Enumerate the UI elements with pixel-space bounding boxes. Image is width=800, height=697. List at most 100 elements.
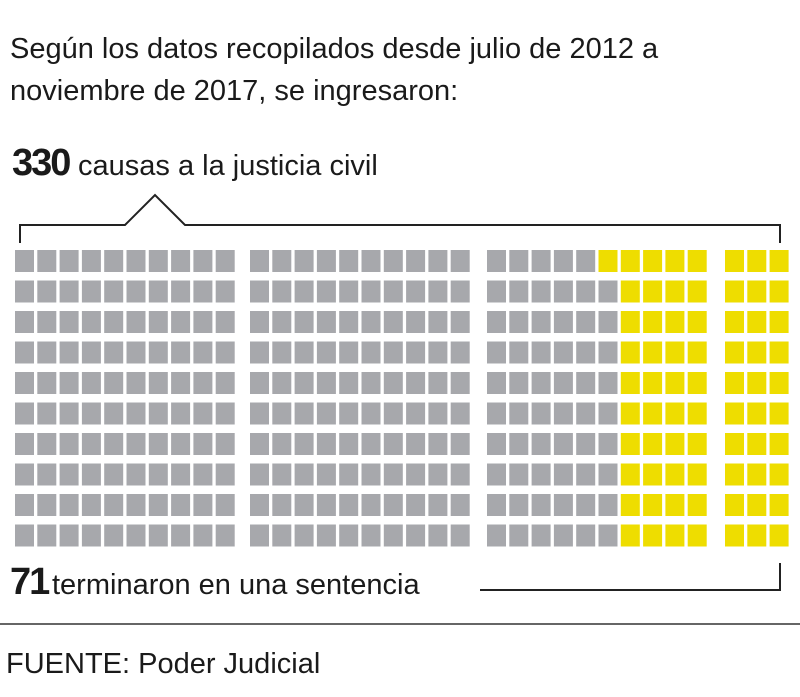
sentenced-square xyxy=(620,341,640,364)
case-square xyxy=(598,463,618,486)
case-square xyxy=(15,433,34,455)
sentenced-square xyxy=(747,463,767,486)
case-square xyxy=(104,402,124,425)
case-square xyxy=(250,341,269,364)
sentenced-square xyxy=(687,402,707,425)
sentenced-square xyxy=(620,250,640,272)
case-square xyxy=(531,402,551,425)
case-square xyxy=(316,494,336,516)
sentenced-square xyxy=(687,280,707,303)
case-square xyxy=(250,433,269,455)
case-square xyxy=(126,311,146,333)
sentenced-square xyxy=(769,433,789,455)
sentenced-square xyxy=(620,372,640,394)
case-square xyxy=(148,341,168,364)
case-square xyxy=(316,341,336,364)
sentenced-square xyxy=(769,250,789,272)
case-square xyxy=(531,280,551,303)
case-square xyxy=(576,280,596,303)
sentenced-square xyxy=(725,341,744,364)
case-square xyxy=(193,463,213,486)
case-square xyxy=(294,250,314,272)
title: Según los datos recopilados desde julio … xyxy=(10,33,659,107)
case-square xyxy=(450,494,470,516)
case-square xyxy=(428,372,448,394)
sentenced-square xyxy=(620,524,640,547)
case-square xyxy=(553,402,573,425)
sentenced-square xyxy=(665,372,685,394)
case-square xyxy=(361,402,381,425)
case-square xyxy=(339,250,359,272)
case-square xyxy=(553,311,573,333)
sentenced-square xyxy=(687,433,707,455)
case-square xyxy=(250,372,269,394)
case-square xyxy=(148,433,168,455)
case-square xyxy=(316,463,336,486)
case-square xyxy=(576,372,596,394)
case-square xyxy=(509,372,529,394)
case-square xyxy=(126,524,146,547)
case-square xyxy=(81,311,101,333)
case-square xyxy=(171,341,191,364)
case-square xyxy=(37,524,57,547)
case-square xyxy=(215,372,235,394)
case-square xyxy=(193,433,213,455)
sentenced-square xyxy=(643,341,663,364)
case-square xyxy=(272,372,292,394)
case-square xyxy=(509,280,529,303)
case-square xyxy=(215,433,235,455)
sentenced-square xyxy=(687,250,707,272)
case-square xyxy=(126,433,146,455)
case-square xyxy=(576,341,596,364)
sentenced-square xyxy=(725,494,744,516)
case-square xyxy=(406,524,426,547)
case-square xyxy=(81,250,101,272)
case-square xyxy=(81,524,101,547)
case-square xyxy=(15,250,34,272)
case-square xyxy=(250,494,269,516)
case-square xyxy=(81,494,101,516)
sentenced-square xyxy=(643,433,663,455)
case-square xyxy=(193,402,213,425)
case-square xyxy=(450,280,470,303)
case-square xyxy=(428,311,448,333)
case-square xyxy=(126,341,146,364)
case-square xyxy=(81,341,101,364)
case-square xyxy=(487,372,506,394)
case-square xyxy=(59,463,79,486)
case-square xyxy=(598,433,618,455)
case-square xyxy=(339,341,359,364)
case-square xyxy=(509,433,529,455)
case-square xyxy=(339,402,359,425)
case-square xyxy=(126,402,146,425)
case-square xyxy=(406,494,426,516)
sentenced-square xyxy=(643,402,663,425)
case-square xyxy=(316,250,336,272)
sentenced-square xyxy=(620,280,640,303)
case-square xyxy=(250,280,269,303)
case-square xyxy=(406,311,426,333)
case-square xyxy=(598,311,618,333)
case-square xyxy=(531,341,551,364)
case-square xyxy=(361,250,381,272)
sentenced-square xyxy=(725,372,744,394)
case-square xyxy=(215,494,235,516)
case-square xyxy=(81,372,101,394)
case-square xyxy=(15,341,34,364)
case-square xyxy=(59,524,79,547)
case-square xyxy=(81,433,101,455)
sentenced-square xyxy=(725,433,744,455)
case-square xyxy=(148,372,168,394)
sentenced-label: terminaron en una sentencia xyxy=(52,569,420,601)
case-square xyxy=(15,524,34,547)
case-square xyxy=(171,463,191,486)
case-square xyxy=(450,250,470,272)
case-square xyxy=(428,341,448,364)
case-square xyxy=(428,402,448,425)
case-square xyxy=(193,280,213,303)
case-square xyxy=(272,524,292,547)
case-square xyxy=(104,250,124,272)
sentenced-square xyxy=(620,402,640,425)
case-square xyxy=(15,280,34,303)
case-square xyxy=(450,311,470,333)
